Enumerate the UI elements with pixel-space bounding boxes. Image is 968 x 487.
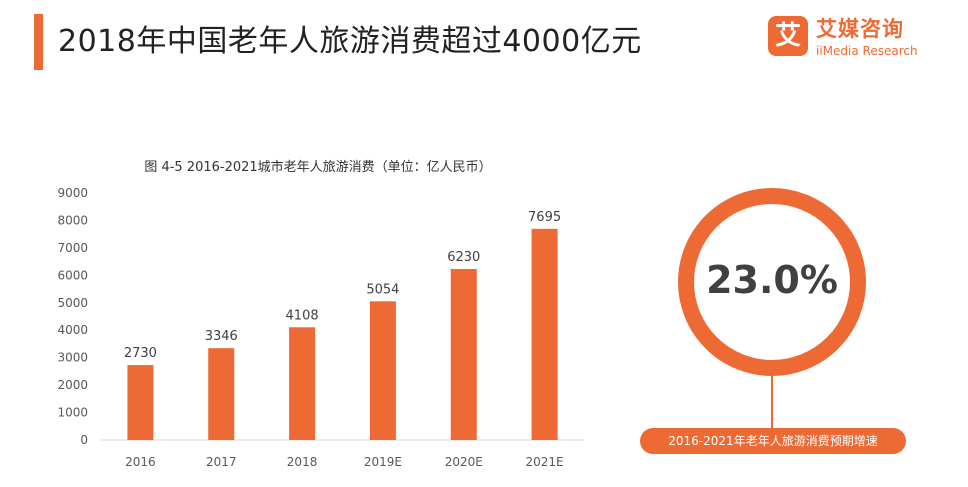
- data-label-2021E: 7695: [528, 210, 561, 225]
- x-tick-label-2019E: 2019E: [364, 455, 402, 469]
- bar-2018: [289, 327, 316, 440]
- data-label-2016: 2730: [124, 346, 157, 361]
- bar-2020E: [450, 269, 477, 440]
- growth-ring: [678, 188, 866, 428]
- x-tick-label-2016: 2016: [125, 455, 156, 469]
- y-tick-label: 1000: [57, 406, 88, 420]
- y-tick-label: 5000: [57, 296, 88, 310]
- x-tick-label-2020E: 2020E: [445, 455, 483, 469]
- x-tick-label-2021E: 2021E: [526, 455, 564, 469]
- x-tick-label-2018: 2018: [287, 455, 318, 469]
- bar-2021E: [531, 228, 558, 440]
- bar-2016: [127, 365, 154, 440]
- bar-2019E: [369, 301, 396, 440]
- y-tick-label: 2000: [57, 378, 88, 392]
- y-axis: 0 1000 2000 3000 4000 5000 6000 7000 8000 9000: [57, 186, 88, 447]
- y-tick-label: 8000: [57, 213, 88, 227]
- bar-series: 2730 3346 4108 5054 6230 7695: [124, 210, 561, 440]
- x-tick-label-2017: 2017: [206, 455, 237, 469]
- x-axis: 2016 2017 2018 2019E 2020E 2021E: [125, 455, 564, 469]
- y-tick-label: 9000: [57, 186, 88, 200]
- growth-rate-caption: 2016-2021年老年人旅游消费预期增速: [640, 428, 906, 454]
- growth-rate-value: 23.0%: [706, 258, 838, 302]
- data-label-2019E: 5054: [366, 282, 399, 297]
- chart-title: 图 4-5 2016-2021城市老年人旅游消费（单位：亿人民币）: [144, 159, 491, 175]
- y-tick-label: 4000: [57, 323, 88, 337]
- bar-2017: [208, 348, 235, 440]
- data-label-2017: 3346: [205, 329, 238, 344]
- title-accent-bar: [34, 14, 43, 70]
- logo-mark-icon: 艾: [768, 16, 808, 56]
- iimedia-logo: 艾 艾媒咨询 iiMedia Research: [768, 16, 938, 66]
- growth-ring-circle: [678, 188, 866, 376]
- logo-name-en: iiMedia Research: [816, 44, 918, 58]
- page-title: 2018年中国老年人旅游消费超过4000亿元: [58, 24, 642, 59]
- y-tick-label: 6000: [57, 268, 88, 282]
- data-label-2018: 4108: [286, 308, 319, 323]
- y-tick-label: 7000: [57, 241, 88, 255]
- data-label-2020E: 6230: [447, 250, 480, 265]
- y-tick-label: 3000: [57, 351, 88, 365]
- logo-name-cn: 艾媒咨询: [816, 17, 904, 41]
- y-tick-label: 0: [80, 433, 88, 447]
